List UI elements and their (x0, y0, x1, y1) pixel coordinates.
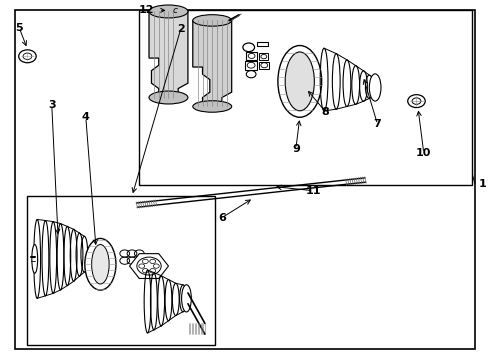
Bar (246, 52, 257, 60)
Text: 3: 3 (48, 100, 56, 110)
Bar (257, 42, 267, 45)
Circle shape (407, 95, 425, 108)
Text: 7: 7 (373, 120, 381, 129)
Ellipse shape (192, 15, 231, 26)
Text: 12: 12 (139, 5, 154, 15)
Text: 10: 10 (415, 148, 430, 158)
Bar (245, 60, 257, 69)
Circle shape (246, 71, 256, 78)
Ellipse shape (277, 45, 321, 117)
Text: c: c (172, 6, 177, 15)
Ellipse shape (368, 74, 380, 101)
Ellipse shape (181, 285, 191, 312)
Ellipse shape (192, 101, 231, 112)
Text: 2: 2 (176, 24, 184, 35)
Circle shape (243, 43, 254, 51)
Text: 6: 6 (218, 213, 225, 222)
Text: 11: 11 (305, 186, 321, 196)
Ellipse shape (285, 52, 314, 111)
Text: 8: 8 (321, 107, 329, 117)
Bar (139, 10, 471, 185)
Ellipse shape (149, 5, 187, 18)
Text: 1: 1 (478, 179, 486, 189)
Bar (259, 62, 268, 69)
Bar (27, 196, 214, 345)
Polygon shape (129, 254, 168, 279)
Text: 4: 4 (81, 112, 90, 122)
Ellipse shape (32, 244, 38, 273)
Polygon shape (192, 21, 231, 107)
Ellipse shape (84, 238, 116, 290)
Text: 9: 9 (291, 144, 299, 154)
Ellipse shape (91, 244, 109, 284)
Circle shape (411, 98, 420, 104)
Ellipse shape (149, 91, 187, 104)
Text: 5: 5 (15, 23, 23, 33)
Bar (259, 53, 267, 60)
Polygon shape (149, 12, 187, 98)
